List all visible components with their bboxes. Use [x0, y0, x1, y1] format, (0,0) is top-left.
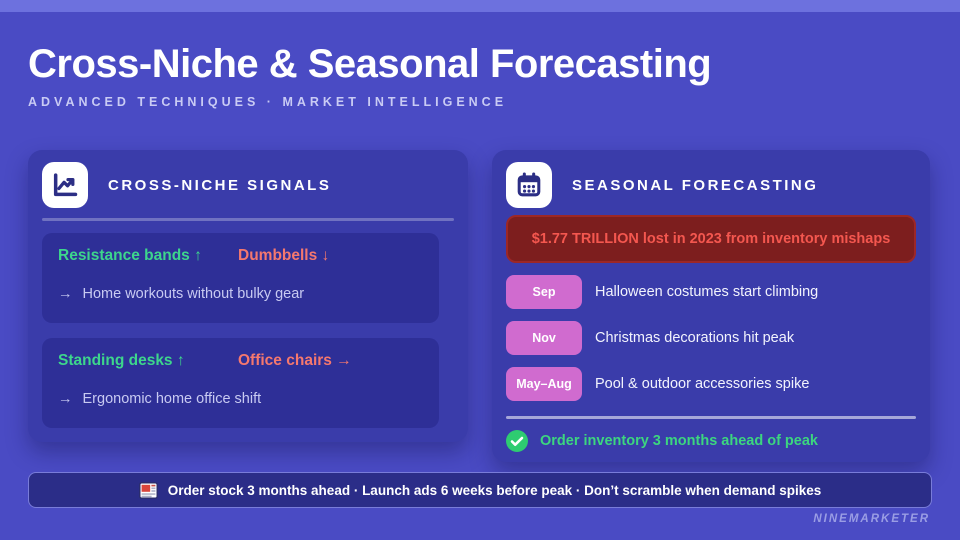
line-chart-icon [42, 162, 88, 208]
divider [506, 416, 916, 419]
top-accent-bar [0, 0, 960, 12]
signal-insight: → Home workouts without bulky gear [58, 286, 423, 302]
season-row: May–Aug Pool & outdoor accessories spike [506, 367, 916, 401]
rising-niche-label: Standing desks ↑ [58, 352, 185, 369]
header: Cross-Niche & Seasonal Forecasting ADVAN… [28, 42, 712, 109]
signal-row: Resistance bands ↑ Dumbbells ↓ [58, 247, 423, 265]
arrow-right-icon: → [58, 391, 73, 407]
page-subtitle: ADVANCED TECHNIQUES · MARKET INTELLIGENC… [28, 95, 508, 109]
season-row: Nov Christmas decorations hit peak [506, 321, 916, 355]
action-banner-text: Order stock 3 months ahead · Launch ads … [167, 482, 822, 498]
season-text: Halloween costumes start climbing [595, 284, 819, 300]
falling-niche-label: Office chairs → [238, 352, 352, 369]
seasonal-card-title: SEASONAL FORECASTING [572, 176, 819, 194]
inventory-loss-alert: $1.77 TRILLION lost in 2023 from invento… [506, 215, 916, 263]
cross-niche-card: CROSS-NICHE SIGNALS Resistance bands ↑ D… [28, 150, 468, 442]
rising-niche-label: Resistance bands ↑ [58, 247, 202, 264]
signal-row: Standing desks ↑ Office chairs → [58, 352, 423, 370]
action-banner: Order stock 3 months ahead · Launch ads … [28, 472, 932, 508]
check-circle-icon [506, 430, 528, 452]
month-badge: Nov [506, 321, 582, 355]
falling-niche-label: Dumbbells ↓ [238, 247, 330, 264]
tip-text: Order inventory 3 months ahead of peak [540, 433, 818, 449]
calendar-icon [506, 162, 552, 208]
arrow-right-icon: → [58, 286, 73, 302]
seasonal-card: SEASONAL FORECASTING $1.77 TRILLION lost… [492, 150, 930, 462]
cross-niche-card-title: CROSS-NICHE SIGNALS [108, 176, 332, 194]
seasonal-card-header: SEASONAL FORECASTING [506, 162, 916, 208]
month-badge: Sep [506, 275, 582, 309]
page-title: Cross-Niche & Seasonal Forecasting [28, 42, 712, 86]
signal-insight-text: Home workouts without bulky gear [82, 286, 305, 302]
season-text: Pool & outdoor accessories spike [595, 376, 810, 392]
signal-insight-text: Ergonomic home office shift [82, 391, 262, 407]
season-row: Sep Halloween costumes start climbing [506, 275, 916, 309]
signal-box: Standing desks ↑ Office chairs → → Ergon… [42, 338, 439, 428]
brand-watermark: NINEMARKETER [813, 513, 930, 525]
signal-insight: → Ergonomic home office shift [58, 391, 423, 407]
tip-row: Order inventory 3 months ahead of peak [506, 430, 916, 452]
signal-box: Resistance bands ↑ Dumbbells ↓ → Home wo… [42, 233, 439, 323]
cross-niche-card-header: CROSS-NICHE SIGNALS [42, 162, 454, 208]
month-badge: May–Aug [506, 367, 582, 401]
divider [42, 218, 454, 221]
newspaper-icon [138, 481, 158, 499]
season-text: Christmas decorations hit peak [595, 330, 795, 346]
